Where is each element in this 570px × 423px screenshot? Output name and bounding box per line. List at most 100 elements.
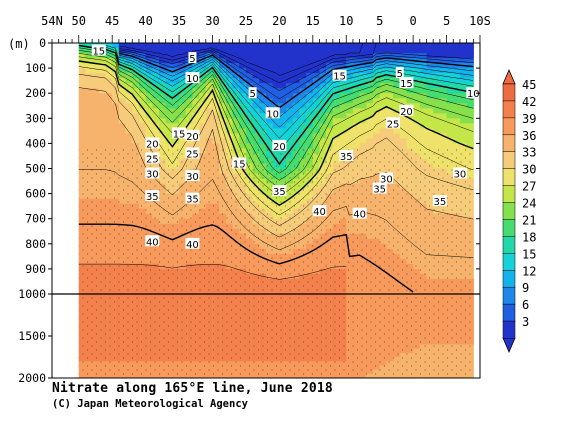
x-tick-label: 50 <box>72 14 86 28</box>
field-cell <box>152 128 160 134</box>
field-cell <box>172 123 180 129</box>
field-cell <box>373 43 381 49</box>
field-cell <box>319 68 327 74</box>
field-cell <box>459 118 468 124</box>
field-cell <box>379 78 387 84</box>
field-cell <box>266 118 274 124</box>
field-cell <box>205 118 214 124</box>
field-cell <box>78 113 87 119</box>
field-cell <box>339 143 347 150</box>
field-cell <box>205 128 214 134</box>
field-cell <box>306 73 314 79</box>
field-cell <box>199 143 207 150</box>
field-cell <box>439 118 448 124</box>
field-cell <box>332 63 341 69</box>
contour-label: 5 <box>189 54 195 65</box>
field-cell <box>138 73 147 79</box>
field-cell <box>232 68 240 74</box>
contour-line <box>118 43 474 84</box>
field-cell <box>326 133 334 139</box>
field-cell <box>105 123 113 129</box>
field-cell <box>225 68 234 74</box>
field-cell <box>292 88 301 94</box>
field-cell <box>352 118 361 124</box>
colorbar-label: 27 <box>522 180 536 194</box>
field-cell <box>466 58 474 64</box>
contour-label: 25 <box>186 149 199 160</box>
field-cell <box>185 103 194 109</box>
field-cell <box>366 73 374 79</box>
field-cell <box>125 98 133 104</box>
field-cell <box>386 108 394 114</box>
field-cell <box>459 73 468 79</box>
field-cell <box>413 98 421 104</box>
field-cell <box>299 108 307 114</box>
field-cell <box>138 138 147 144</box>
field-cell <box>259 88 267 94</box>
field-cell <box>359 123 367 129</box>
field-cell <box>192 68 200 74</box>
field-cell <box>78 88 87 94</box>
field-cell <box>159 93 167 99</box>
contour-label: 30 <box>186 172 199 183</box>
field-cell <box>439 93 448 99</box>
field-cell <box>286 43 294 49</box>
field-cell <box>266 83 274 89</box>
colorbar-swatch <box>502 303 516 322</box>
field-cell <box>299 43 307 49</box>
field-cell <box>332 58 341 64</box>
field-cell <box>459 143 468 150</box>
field-cell <box>239 113 247 119</box>
field-cell <box>379 133 387 139</box>
field-cell <box>98 78 107 84</box>
contour-label-bg <box>432 195 447 207</box>
field-cell <box>459 103 468 109</box>
field-cell <box>152 133 160 139</box>
field-cell <box>279 53 287 59</box>
field-cell <box>252 133 260 139</box>
field-cell <box>292 63 301 69</box>
field-cell <box>232 123 240 129</box>
field-cell <box>413 108 421 114</box>
contour-label: 25 <box>387 119 400 130</box>
field-cell <box>185 138 194 144</box>
field-cell <box>406 93 414 99</box>
field-cell <box>386 98 394 104</box>
contour-label-bg <box>185 192 200 204</box>
field-cell <box>433 93 441 99</box>
field-cell <box>172 53 180 59</box>
field-cell <box>105 108 113 114</box>
field-cell <box>105 138 113 144</box>
field-cell <box>292 73 301 79</box>
contour-label-bg <box>185 72 200 84</box>
colorbar-label: 12 <box>522 264 536 278</box>
field-cell <box>259 143 267 150</box>
x-tick-label: 5 <box>376 14 383 28</box>
colorbar-label: 6 <box>522 298 529 312</box>
field-cell <box>413 138 421 144</box>
field-cell <box>219 128 227 134</box>
colorbar: 45 42 39 36 33 30 27 24 21 18 15 12 9 6 3 <box>502 68 536 354</box>
field-cell <box>98 123 107 129</box>
field-cell <box>359 98 367 104</box>
field-cell <box>286 83 294 89</box>
field-cell <box>98 143 107 150</box>
field-cell <box>152 98 160 104</box>
field-cell <box>85 88 93 94</box>
field-cell <box>332 98 341 104</box>
field-cell <box>212 68 220 74</box>
field-cell <box>199 53 207 59</box>
field-cell <box>332 118 341 124</box>
field-cell <box>232 113 240 119</box>
field-cell <box>259 58 267 64</box>
field-cell <box>366 138 374 144</box>
contour-label-bg <box>332 69 347 81</box>
field-cell <box>326 63 334 69</box>
field-cell <box>446 133 454 139</box>
field-cell <box>366 113 374 119</box>
field-cell <box>366 43 374 49</box>
field-cell <box>145 58 153 64</box>
field-cell <box>439 128 448 134</box>
field-cell <box>105 73 113 79</box>
colorbar-swatch <box>502 202 516 221</box>
